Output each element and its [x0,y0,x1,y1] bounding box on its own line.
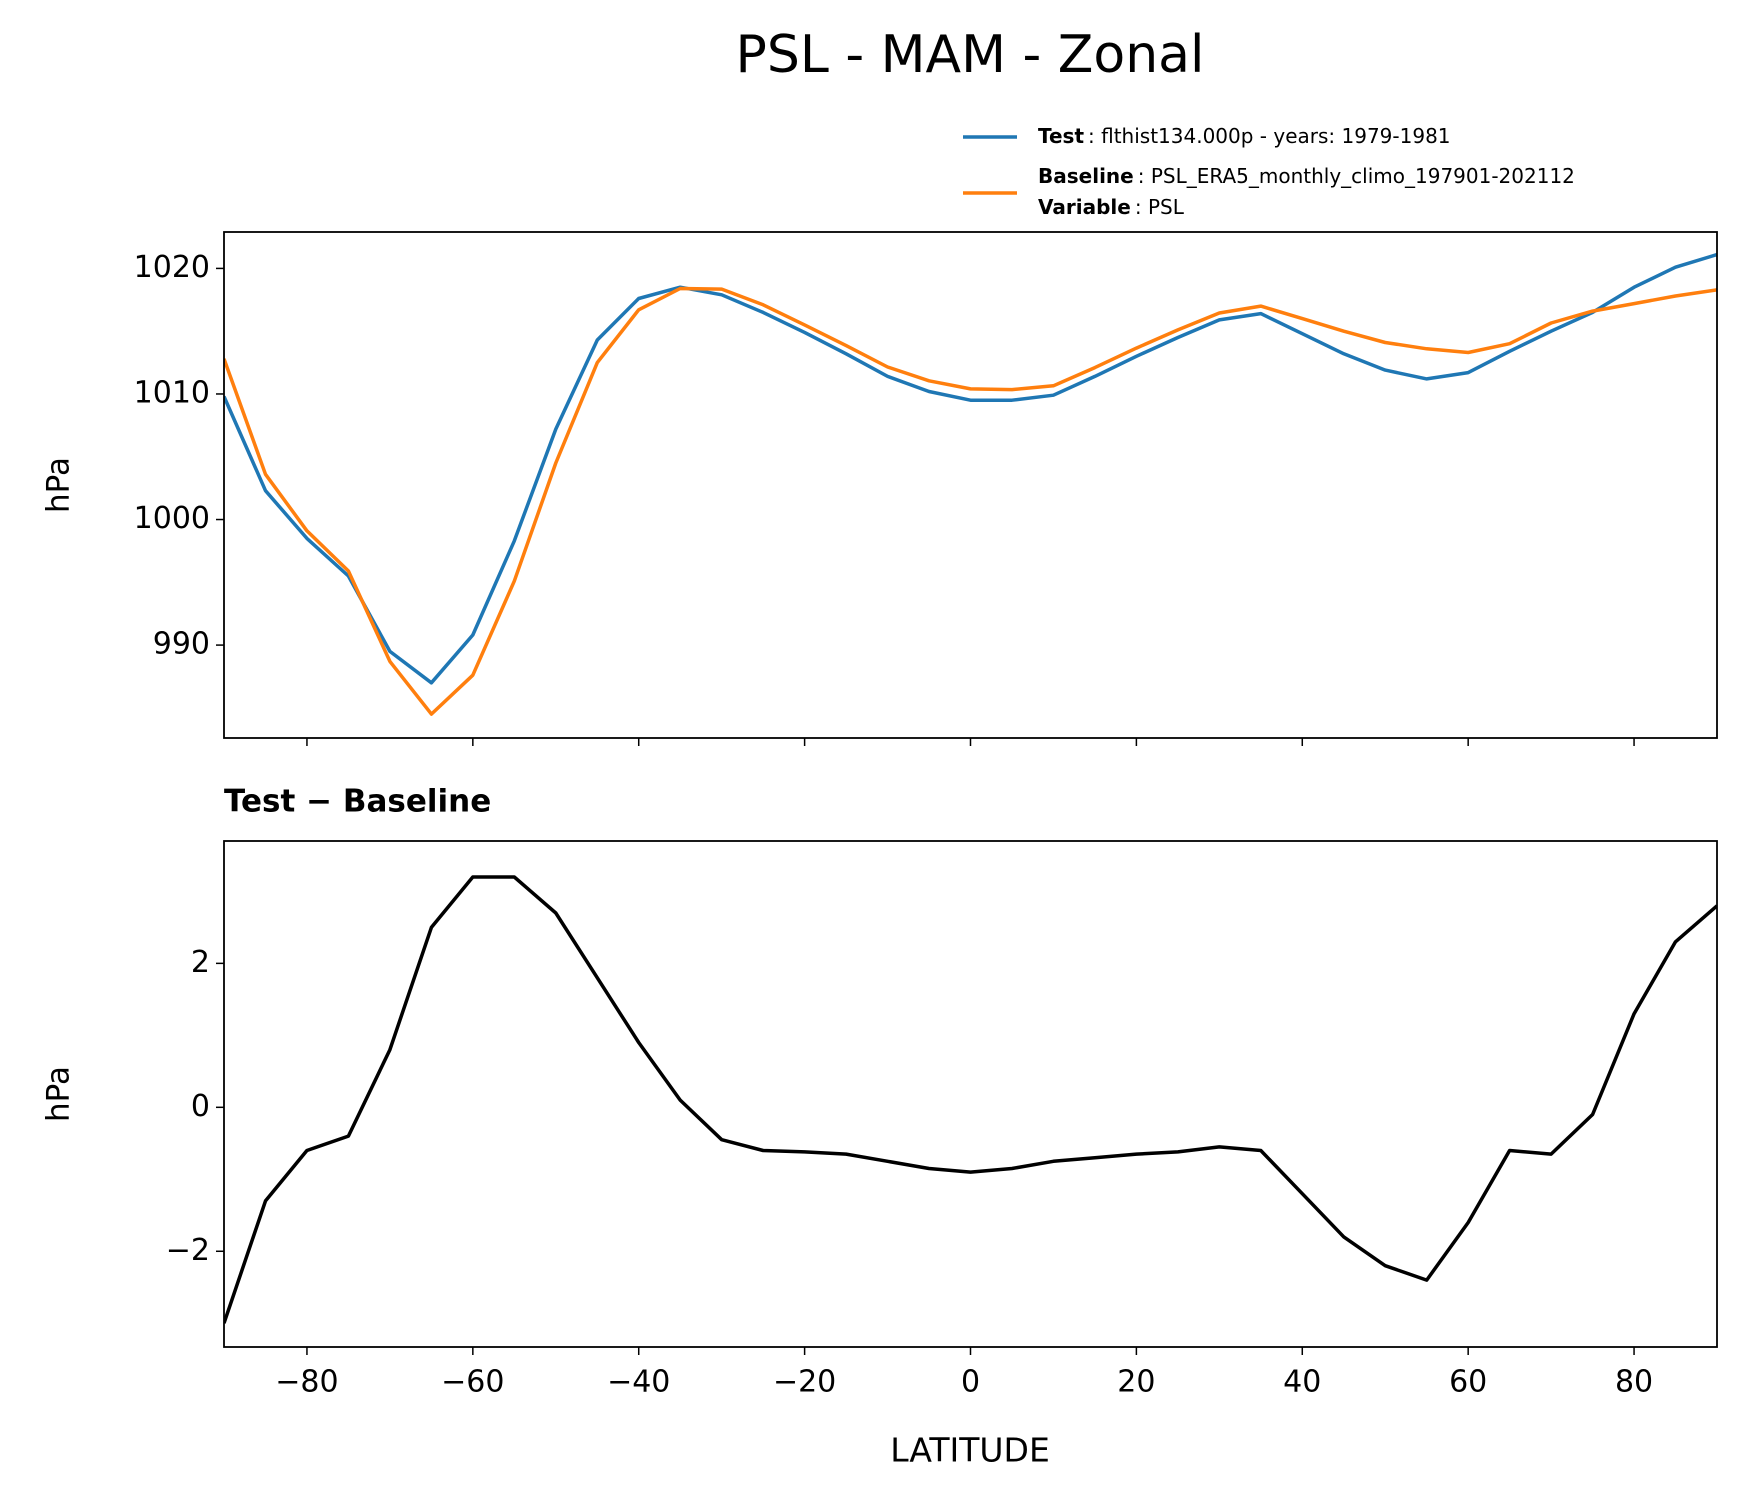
x-tick-label: −20 [773,1365,836,1400]
x-tick-label: −40 [607,1365,670,1400]
legend-description: : flthist134.000p - years: 1979-1981 [1088,124,1451,148]
series-line [224,875,1717,1324]
x-tick-label: 40 [1283,1365,1321,1400]
y-tick-label: 990 [153,627,210,662]
series-line [224,252,1717,685]
y-tick-label: 1000 [134,501,210,536]
x-tick-label: −60 [441,1365,504,1400]
legend-entry: Variable: PSL [1038,195,1185,219]
y-tick-label: 1010 [134,375,210,410]
x-tick-label: −80 [275,1365,338,1400]
legend-name: Variable [1038,195,1131,219]
y-tick-label: 1020 [134,250,210,285]
legend-name: Baseline [1038,164,1134,188]
plot-frame [223,840,1718,1348]
y-tick-label: 2 [191,945,210,980]
y-axis-label: hPa [41,457,77,513]
x-tick-label: 60 [1449,1365,1487,1400]
x-tick-label: 80 [1615,1365,1653,1400]
legend-name: Test [1038,124,1084,148]
legend-entry: Test: flthist134.000p - years: 1979-1981 [1038,124,1451,148]
plot-frame [223,231,1718,739]
figure-title: PSL - MAM - Zonal [736,25,1205,85]
x-tick-label: 20 [1117,1365,1155,1400]
x-tick-label: 0 [961,1365,980,1400]
y-tick-label: −2 [166,1233,210,1268]
panel-title: Test − Baseline [224,784,491,820]
y-tick-label: 0 [191,1089,210,1124]
y-axis-label: hPa [41,1066,77,1122]
series-line [224,286,1717,716]
legend-description: : PSL_ERA5_monthly_climo_197901-202112 [1138,164,1575,188]
x-axis-label: LATITUDE [890,1431,1050,1470]
legend-entry: Baseline: PSL_ERA5_monthly_climo_197901-… [1038,164,1575,188]
legend-description: : PSL [1135,195,1185,219]
